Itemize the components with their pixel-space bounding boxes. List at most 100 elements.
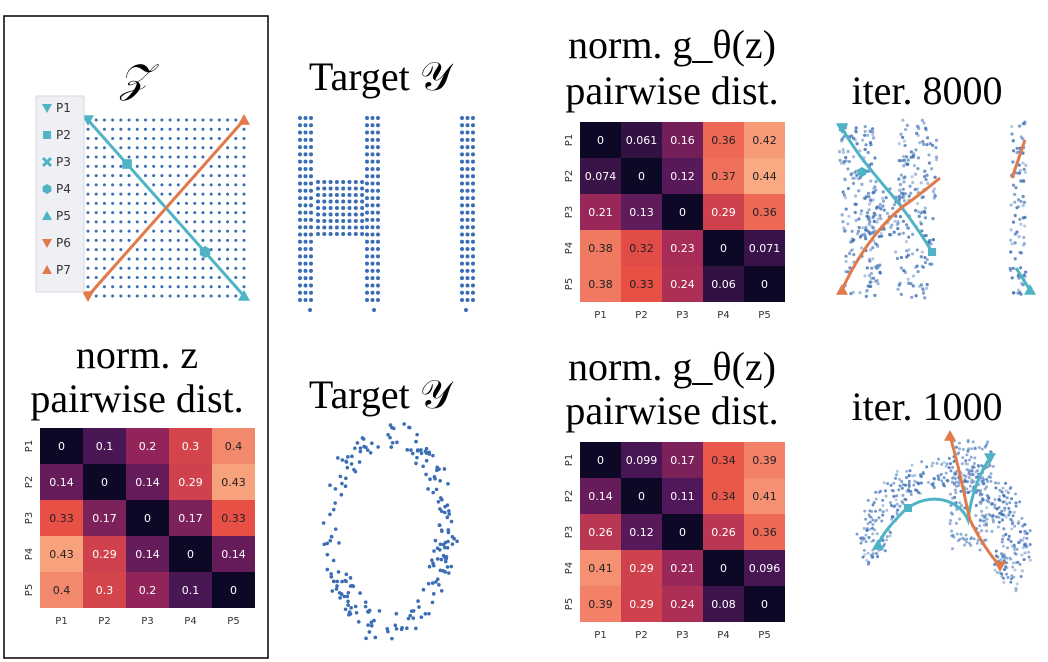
sample-point — [970, 478, 974, 482]
target-point — [431, 453, 435, 458]
target-point — [373, 635, 378, 640]
sample-point — [863, 147, 867, 152]
target-point — [415, 432, 419, 437]
heatmap-cell-label: 0.096 — [749, 562, 781, 575]
sample-point — [985, 523, 989, 527]
sample-point — [919, 255, 923, 259]
sample-point — [895, 470, 899, 474]
target-point — [388, 435, 392, 440]
sample-point — [882, 481, 886, 485]
target-point — [439, 509, 444, 514]
sample-point — [983, 487, 987, 491]
grid-point — [226, 118, 230, 122]
grid-point — [86, 238, 90, 242]
target-point — [353, 199, 358, 204]
sample-point — [884, 494, 888, 498]
sample-point — [1021, 283, 1025, 287]
grid-point — [234, 248, 238, 252]
target-point — [303, 188, 308, 193]
target-point — [337, 541, 341, 545]
grid-point — [111, 211, 115, 215]
sample-point — [1023, 529, 1027, 533]
sample-point — [864, 237, 868, 241]
grid-point — [193, 275, 197, 279]
target-point — [460, 203, 464, 208]
target-point — [369, 620, 374, 624]
sample-point — [891, 489, 895, 493]
sample-point — [1022, 558, 1026, 562]
sample-point — [1012, 575, 1016, 579]
target-point — [460, 137, 464, 142]
grid-point — [226, 174, 230, 178]
sample-point — [985, 529, 989, 533]
sample-point — [1019, 574, 1023, 578]
grid-point — [94, 248, 98, 252]
target-point — [370, 239, 375, 244]
target-point — [471, 290, 475, 295]
sample-point — [851, 248, 855, 252]
heatmap-cell — [703, 442, 744, 478]
heatmap-cell-label: 0 — [761, 598, 768, 611]
sample-point — [919, 472, 923, 476]
sample-point — [860, 536, 864, 540]
grid-point — [135, 137, 139, 141]
target-point — [417, 605, 421, 609]
sample-point — [985, 506, 989, 510]
sample-point — [851, 176, 855, 180]
grid-point — [168, 238, 172, 242]
sample-point — [932, 196, 936, 200]
target-point — [344, 476, 348, 481]
heatmap-cell-label: 0 — [638, 170, 645, 183]
heatmap-cell-label: 0.08 — [711, 598, 736, 611]
sample-point — [1010, 497, 1014, 501]
sample-point — [1015, 230, 1019, 234]
sample-point — [1011, 220, 1016, 224]
target-point — [303, 159, 308, 164]
grid-point — [168, 127, 172, 131]
sample-point — [889, 226, 893, 230]
sample-point — [948, 522, 952, 526]
sample-point — [842, 226, 846, 230]
target-point — [465, 130, 470, 135]
heatmap-cell — [744, 586, 785, 622]
title-z-space: 𝒵 — [119, 56, 160, 101]
grid-point — [209, 229, 213, 233]
sample-point — [994, 481, 998, 485]
sample-point — [1018, 562, 1022, 566]
sample-point — [1005, 556, 1009, 560]
heatmap-x-tick: P1 — [594, 310, 606, 321]
target-point — [394, 611, 399, 616]
sample-point — [841, 148, 845, 152]
heatmap-cell — [83, 428, 126, 464]
sample-point — [932, 187, 936, 191]
heatmap-cell — [580, 230, 621, 266]
heatmap-cell — [662, 586, 703, 622]
heatmap-cell — [662, 514, 703, 550]
target-point — [309, 145, 313, 150]
grid-point — [217, 137, 221, 141]
sample-point — [905, 469, 909, 473]
heatmap-cell — [580, 550, 621, 586]
target-point — [471, 298, 475, 302]
sample-point — [864, 143, 868, 147]
sample-point — [946, 479, 950, 483]
target-point — [322, 219, 327, 223]
target-point — [388, 423, 393, 427]
heatmap-cell — [621, 266, 662, 302]
target-point — [303, 166, 308, 171]
heatmap-cell — [662, 230, 703, 266]
sample-point — [1003, 500, 1007, 504]
heatmap-cell-label: 0.38 — [588, 278, 613, 291]
grid-point — [209, 174, 213, 178]
heatmap-x-tick: P3 — [676, 630, 688, 641]
heatmap-cell-label: 0.12 — [629, 526, 654, 539]
sample-point — [881, 204, 885, 208]
target-point — [471, 181, 475, 186]
sample-point — [1006, 546, 1010, 550]
target-point — [471, 217, 475, 222]
target-point — [376, 239, 380, 244]
sample-point — [865, 266, 869, 270]
sample-point — [909, 191, 913, 195]
sample-point — [925, 465, 929, 469]
grid-point — [111, 137, 115, 141]
